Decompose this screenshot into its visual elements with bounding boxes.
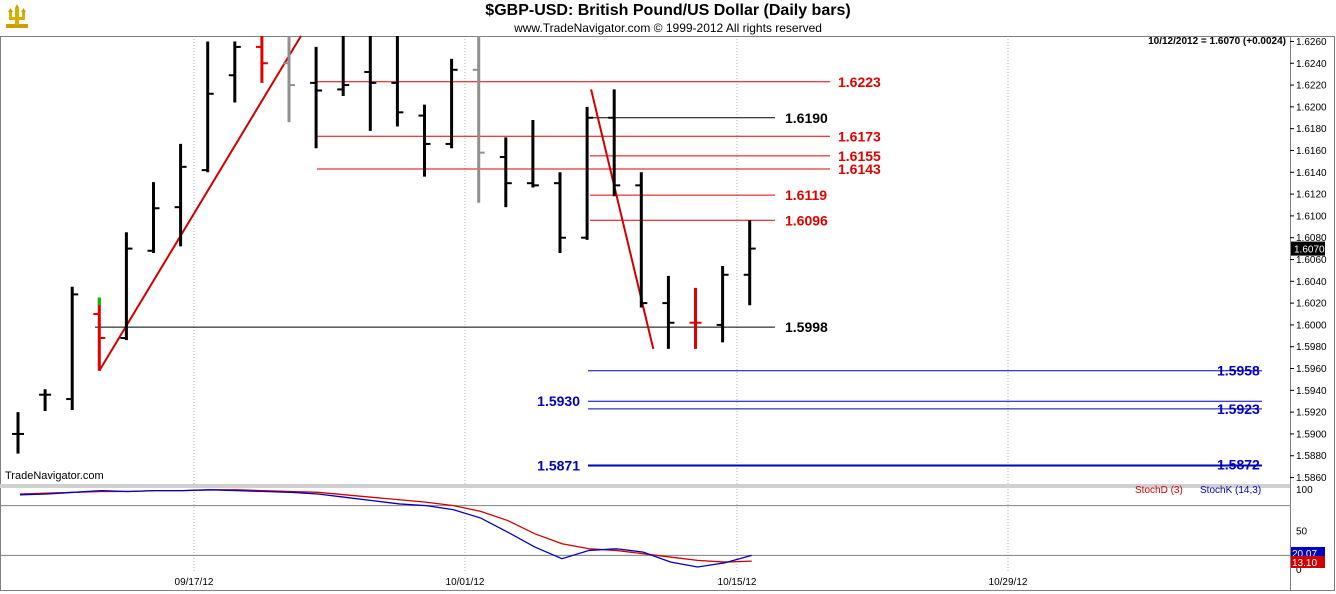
chart-header: $GBP-USD: British Pound/US Dollar (Daily… [0, 0, 1336, 36]
level-label-1.6173: 1.6173 [838, 128, 881, 144]
price-tick-label: 1.6220 [1296, 81, 1327, 92]
level-label-1.5871: 1.5871 [537, 458, 580, 474]
ohlc-bar [391, 36, 404, 127]
price-tick-label: 1.5880 [1296, 451, 1327, 462]
last-price-marker-label: 1.6070 [1294, 245, 1325, 256]
level-label-1.6155: 1.6155 [838, 148, 881, 164]
ohlc-bar [283, 36, 295, 123]
date-tick-label: 10/29/12 [989, 577, 1028, 588]
date-tick-label: 09/17/12 [175, 577, 214, 588]
ohlc-bar [39, 389, 52, 412]
price-tick-label: 1.6140 [1296, 168, 1327, 179]
stoch-tick-label: 50 [1296, 527, 1308, 538]
price-tick-label: 1.6120 [1296, 190, 1327, 201]
legend-stochd: StochD (3) [1135, 485, 1183, 496]
price-tick-label: 1.6260 [1296, 37, 1327, 48]
ohlc-bar [66, 286, 79, 410]
ohlc-bar [255, 36, 268, 83]
stoch-value-label: 13.10 [1292, 558, 1317, 569]
ohlc-bar [120, 232, 133, 341]
chart-grid [193, 36, 1009, 572]
watermark-label: TradeNavigator.com [5, 470, 104, 482]
copyright-subtitle: www.TradeNavigator.com © 1999-2012 All r… [514, 21, 822, 35]
ohlc-bar [662, 275, 675, 349]
ohlc-bar [689, 287, 702, 349]
ohlc-bar [93, 297, 106, 371]
ohlc-bar [499, 137, 512, 208]
trendlines [98, 35, 655, 372]
price-tick-label: 1.6160 [1296, 146, 1327, 157]
ohlc-bar [310, 46, 323, 149]
ohlc-bar [554, 172, 566, 253]
price-tick-label: 1.6240 [1296, 59, 1327, 70]
price-tick-label: 1.6020 [1296, 299, 1327, 310]
level-label-1.5998: 1.5998 [785, 319, 828, 335]
level-label-1.6096: 1.6096 [785, 212, 828, 228]
level-label-1.6119: 1.6119 [785, 187, 827, 203]
ohlc-bar [174, 143, 187, 247]
ohlc-bar [743, 220, 756, 306]
trident-logo-icon [4, 4, 30, 35]
price-tick-label: 1.6080 [1296, 233, 1327, 244]
date-tick-label: 10/15/12 [718, 577, 757, 588]
price-tick-label: 1.6180 [1296, 124, 1327, 135]
price-axis: 1.6260 1.6240 1.6220 1.6200 1.6180 1.6160 1.61… [1290, 37, 1327, 484]
stoch-tick-label: 100 [1296, 485, 1313, 496]
ohlc-bar [581, 106, 594, 240]
legend-stochk: StochK (14,3) [1200, 485, 1262, 496]
panel-divider [0, 484, 1290, 488]
ohlc-bar [526, 119, 539, 188]
price-tick-label: 1.5900 [1296, 429, 1327, 440]
ohlc-bar [608, 89, 621, 197]
ohlc-bar [147, 182, 160, 253]
date-axis: 09/17/12 10/01/12 10/15/12 10/29/12 [175, 577, 1028, 588]
ohlc-bar [716, 266, 729, 343]
level-label-1.5930: 1.5930 [537, 393, 580, 409]
level-label-1.6223: 1.6223 [838, 74, 881, 90]
ohlc-bar [472, 36, 485, 203]
stoch-line-1 [19, 489, 752, 568]
level-label-1.5958: 1.5958 [1217, 363, 1260, 379]
stoch-value-label: 20.07 [1292, 549, 1317, 560]
price-tick-label: 1.6040 [1296, 277, 1327, 288]
downtrend-line [590, 89, 655, 350]
uptrend-line [98, 35, 302, 372]
price-tick-label: 1.6000 [1296, 320, 1327, 331]
ohlc-bar [12, 412, 24, 454]
price-tick-label: 1.5920 [1296, 408, 1327, 419]
ohlc-bar [228, 41, 241, 103]
price-tick-label: 1.6100 [1296, 211, 1327, 222]
ohlc-bar [418, 104, 431, 177]
ohlc-bar [201, 41, 214, 173]
ohlc-bar [364, 36, 377, 131]
stoch-line-0 [19, 489, 752, 563]
ohlc-bar [635, 172, 648, 308]
price-tick-label: 1.5860 [1296, 473, 1327, 484]
price-tick-label: 1.6060 [1296, 255, 1327, 266]
date-tick-label: 10/01/12 [446, 577, 485, 588]
level-label-1.6190: 1.6190 [785, 110, 828, 126]
price-tick-label: 1.5940 [1296, 386, 1327, 397]
level-label-1.5923: 1.5923 [1217, 401, 1260, 417]
ohlc-bar [445, 58, 458, 149]
level-label-1.5872: 1.5872 [1217, 456, 1260, 472]
chart-title: $GBP-USD: British Pound/US Dollar (Daily… [485, 2, 851, 19]
stoch-value-box [1291, 556, 1325, 568]
price-tick-label: 1.6200 [1296, 102, 1327, 113]
chart-border [0, 36, 1335, 591]
price-bars [12, 36, 756, 454]
ohlc-bar [337, 36, 350, 96]
stoch-tick-label: 0 [1296, 565, 1302, 576]
level-label-1.6143: 1.6143 [838, 161, 881, 177]
last-price-marker [1291, 241, 1325, 256]
last-price-readout: 10/12/2012 = 1.6070 (+0.0024) [1148, 36, 1286, 47]
price-tick-label: 1.5960 [1296, 364, 1327, 375]
price-tick-label: 1.5980 [1296, 342, 1327, 353]
